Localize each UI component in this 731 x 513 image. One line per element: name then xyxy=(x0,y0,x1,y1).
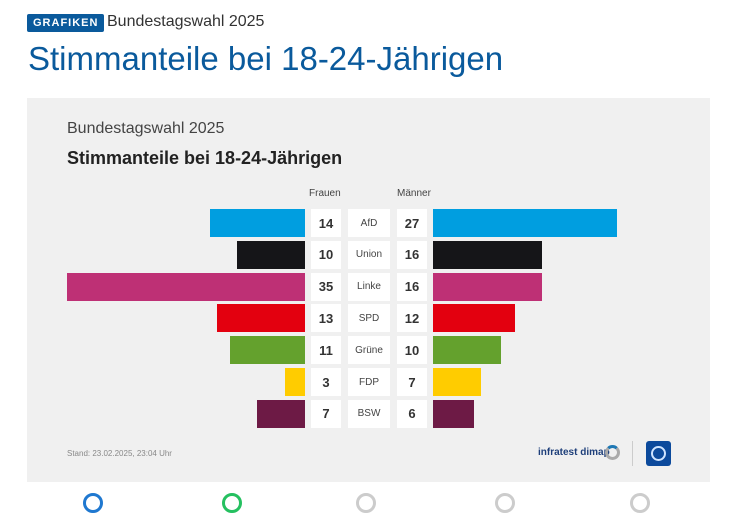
bar-maenner-SPD xyxy=(433,304,515,333)
value-frauen: 3 xyxy=(311,368,341,396)
bar-maenner-FDP xyxy=(433,368,481,396)
bar-maenner-Union xyxy=(433,240,542,269)
bar-frauen-AfD xyxy=(209,209,305,237)
value-label: 6 xyxy=(408,406,416,422)
value-frauen: 10 xyxy=(311,240,341,269)
party-label: SPD xyxy=(348,304,390,333)
bar-maenner-Grüne xyxy=(433,336,501,365)
value-maenner: 12 xyxy=(397,304,427,333)
value-frauen: 35 xyxy=(311,272,341,301)
bar-maenner-Linke xyxy=(433,272,542,301)
maenner-header: Männer xyxy=(397,188,431,199)
value-label: 16 xyxy=(404,247,420,263)
party-label: BSW xyxy=(348,399,390,428)
value-label: 14 xyxy=(318,215,334,231)
value-label: 13 xyxy=(318,310,334,326)
category-label: AfD xyxy=(360,217,378,229)
timestamp: Stand: 23.02.2025, 23:04 Uhr xyxy=(67,449,172,458)
bar-frauen-Union xyxy=(237,240,305,269)
value-label: 10 xyxy=(404,342,420,358)
value-label: 11 xyxy=(319,342,333,358)
value-maenner: 27 xyxy=(397,209,427,237)
source-label: infratest dimap xyxy=(538,447,610,458)
value-maenner: 7 xyxy=(397,368,427,396)
bar-frauen-FDP xyxy=(284,368,305,396)
value-label: 12 xyxy=(404,310,420,326)
value-maenner: 16 xyxy=(397,240,427,269)
category-badge[interactable]: GRAFIKEN xyxy=(27,14,105,32)
infratest-logo-icon xyxy=(605,445,620,460)
value-label: 35 xyxy=(318,279,334,295)
value-label: 10 xyxy=(318,247,334,263)
bar-maenner-AfD xyxy=(433,209,617,237)
party-label: AfD xyxy=(348,209,390,237)
ard-logo-icon[interactable] xyxy=(646,441,671,466)
share-icon[interactable] xyxy=(495,493,515,513)
chart-kicker: Bundestagswahl 2025 xyxy=(67,120,225,137)
category-label: SPD xyxy=(358,312,380,324)
value-frauen: 11 xyxy=(311,336,341,365)
value-label: 7 xyxy=(408,374,416,390)
value-label: 7 xyxy=(322,406,330,422)
value-label: 27 xyxy=(404,215,420,231)
whatsapp-icon[interactable] xyxy=(222,493,242,513)
value-frauen: 14 xyxy=(311,209,341,237)
value-frauen: 7 xyxy=(311,399,341,428)
party-label: Grüne xyxy=(348,336,390,365)
bar-frauen-BSW xyxy=(257,399,305,428)
value-maenner: 10 xyxy=(397,336,427,365)
category-label: Linke xyxy=(357,281,381,293)
share-icon[interactable] xyxy=(83,493,103,513)
category-label: Union xyxy=(355,249,383,261)
share-icon[interactable] xyxy=(356,493,376,513)
value-maenner: 6 xyxy=(397,399,427,428)
value-maenner: 16 xyxy=(397,272,427,301)
party-label: FDP xyxy=(348,368,390,396)
divider xyxy=(632,441,633,466)
category-label: BSW xyxy=(357,408,381,420)
frauen-header: Frauen xyxy=(309,188,341,199)
kicker: Bundestagswahl 2025 xyxy=(107,13,265,30)
value-label: 3 xyxy=(322,374,330,390)
party-label: Linke xyxy=(348,272,390,301)
party-label: Union xyxy=(348,240,390,269)
category-label: Grüne xyxy=(355,344,383,356)
category-label: FDP xyxy=(359,376,379,388)
bar-frauen-Linke xyxy=(67,272,305,301)
value-frauen: 13 xyxy=(311,304,341,333)
chart-title: Stimmanteile bei 18-24-Jährigen xyxy=(67,148,343,168)
bar-frauen-SPD xyxy=(216,304,305,333)
bar-maenner-BSW xyxy=(433,399,474,428)
value-label: 16 xyxy=(404,279,420,295)
share-icon[interactable] xyxy=(630,493,650,513)
page-title: Stimmanteile bei 18-24-Jährigen xyxy=(28,40,504,77)
bar-frauen-Grüne xyxy=(230,336,305,365)
